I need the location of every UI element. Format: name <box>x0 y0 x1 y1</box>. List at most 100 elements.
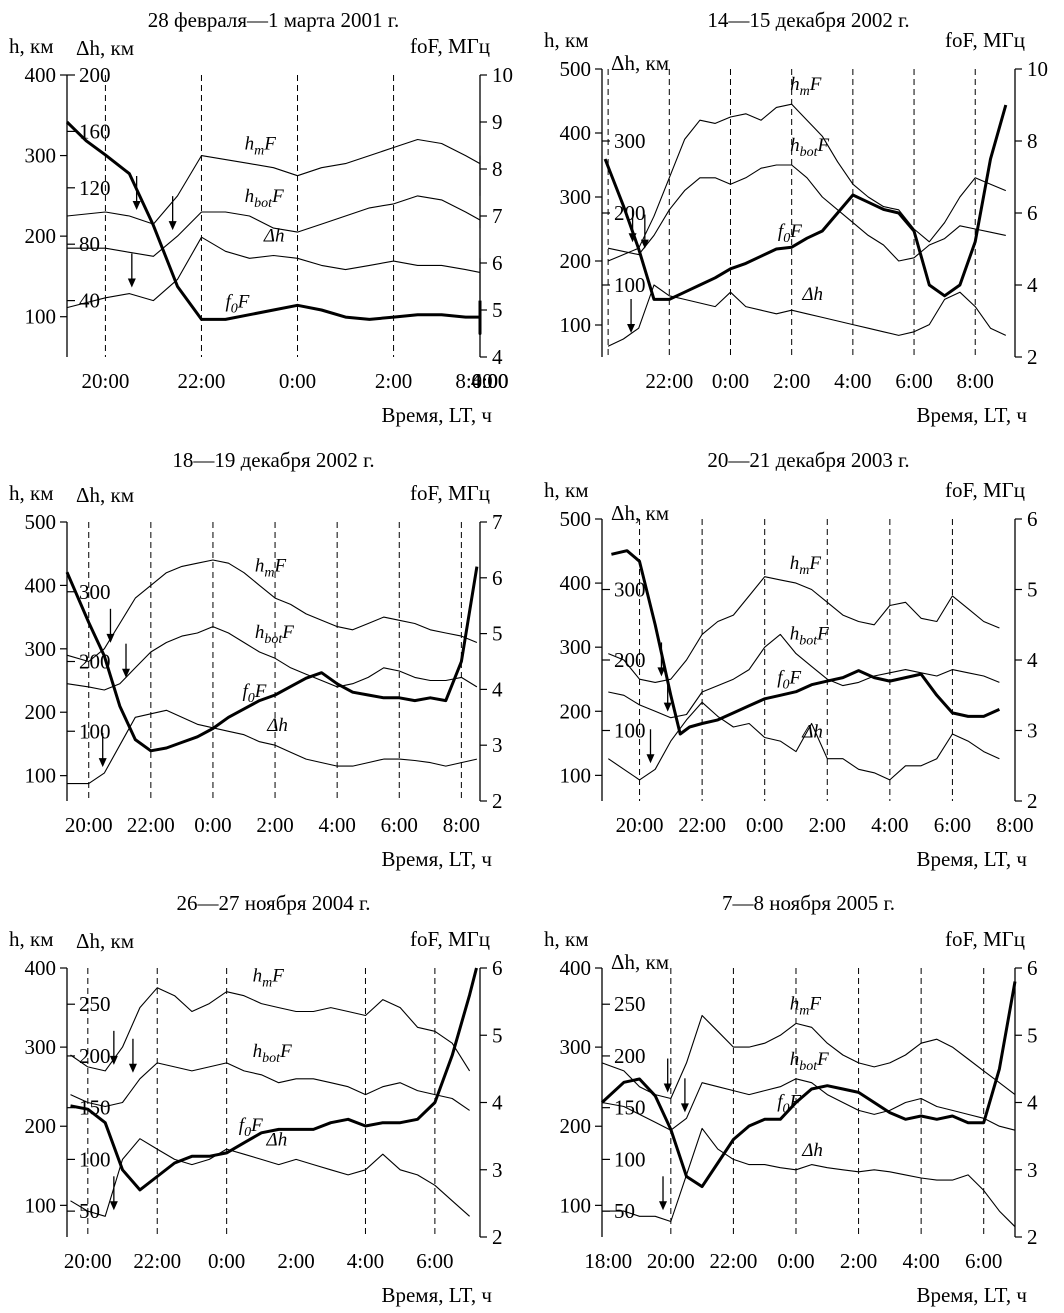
fof-tick-label: 6 <box>1027 201 1038 225</box>
x-tick-label: 4:00 <box>347 1249 384 1273</box>
x-tick-label: 20:00 <box>616 813 664 837</box>
fof-tick-label: 4 <box>1027 273 1038 297</box>
series-line-hbotf <box>601 1078 1016 1131</box>
x-tick-label: 2:00 <box>277 1249 314 1273</box>
h-tick-label: 400 <box>25 956 57 980</box>
fof-tick-label: 6 <box>492 566 503 590</box>
label-f0f: f0F <box>242 681 266 706</box>
event-arrow-head <box>109 1201 118 1211</box>
h-axis-label: h, км <box>9 481 54 505</box>
h-tick-label: 200 <box>560 249 592 273</box>
fof-tick-label: 4 <box>492 677 503 701</box>
fof-axis-label: foF, МГц <box>945 28 1025 52</box>
series-line-f0f <box>65 120 482 335</box>
series-line-hmf <box>608 576 1000 683</box>
label-dh: Δh <box>801 1140 823 1161</box>
chart-panel-5: 26—27 ноября 2004 г. h, км Δh, км foF, МГц 1… <box>9 891 503 1307</box>
label-hbotf: hbotF <box>790 624 829 649</box>
h-tick-label: 300 <box>25 637 57 661</box>
dh-tick-label: 80 <box>79 232 100 256</box>
x-axis-label: Время, LT, ч <box>381 403 492 427</box>
h-tick-label: 200 <box>25 700 57 724</box>
label-f0f: f0F <box>239 1115 263 1140</box>
event-arrow-head <box>640 239 649 249</box>
dh-tick-label: 200 <box>614 1044 646 1068</box>
dh-axis-label: Δh, км <box>76 483 134 507</box>
label-f0f: f0F <box>225 291 249 316</box>
panel-title: 28 февраля—1 марта 2001 г. <box>148 8 399 32</box>
x-tick-label: 6:00 <box>934 813 971 837</box>
fof-tick-label: 7 <box>492 204 503 228</box>
label-hbotf: hbotF <box>255 622 294 647</box>
h-tick-label: 200 <box>560 1114 592 1138</box>
fof-tick-label: 3 <box>492 733 503 757</box>
series-line-hmf <box>66 138 481 225</box>
fof-axis-label: foF, МГц <box>945 478 1025 502</box>
dh-tick-label: 120 <box>79 176 111 200</box>
h-tick-label: 400 <box>560 121 592 145</box>
chart-panel-6: 7—8 ноября 2005 г. h, км Δh, км foF, МГц 100… <box>544 891 1038 1307</box>
fof-tick-label: 7 <box>492 510 503 534</box>
x-tick-label: 22:00 <box>178 369 226 393</box>
event-arrow-head <box>106 633 115 643</box>
h-tick-label: 300 <box>25 144 57 168</box>
dh-tick-label: 300 <box>79 580 111 604</box>
label-hmf: hmF <box>790 993 822 1018</box>
h-tick-label: 500 <box>25 510 57 534</box>
fof-tick-label: 3 <box>1027 719 1038 743</box>
label-hbotf: hbotF <box>245 186 284 211</box>
label-hmf: hmF <box>790 553 822 578</box>
fof-tick-label: 2 <box>1027 345 1038 369</box>
x-axis-label: Время, LT, ч <box>381 1283 492 1307</box>
fof-tick-label: 10 <box>492 63 513 87</box>
fof-axis-label: foF, МГц <box>945 927 1025 951</box>
series-line-hmf <box>70 987 471 1072</box>
chart-panel-2: 14—15 декабря 2002 г. h, км Δh, км foF, МГц… <box>544 8 1048 427</box>
event-arrow-head <box>646 754 655 764</box>
panel-title: 7—8 ноября 2005 г. <box>722 891 895 915</box>
h-tick-label: 100 <box>560 313 592 337</box>
label-dh: Δh <box>266 1129 288 1150</box>
h-tick-label: 100 <box>25 1193 57 1217</box>
h-tick-label: 100 <box>560 1193 592 1217</box>
label-hmf: hmF <box>253 966 285 991</box>
h-tick-label: 300 <box>560 1035 592 1059</box>
dh-tick-label: 300 <box>614 129 646 153</box>
panel-title: 18—19 декабря 2002 г. <box>172 448 374 472</box>
fof-tick-label: 4 <box>492 1091 503 1115</box>
dh-tick-label: 100 <box>614 273 646 297</box>
event-arrow-head <box>168 221 177 231</box>
h-tick-label: 500 <box>560 57 592 81</box>
series-line-hbotf <box>66 626 478 691</box>
h-tick-label: 200 <box>25 1114 57 1138</box>
h-axis-label: h, км <box>9 34 54 58</box>
series-line-f0f <box>65 566 479 753</box>
dh-tick-label: 200 <box>614 648 646 672</box>
event-arrow-head <box>680 1103 689 1113</box>
series-line-dh <box>66 236 481 309</box>
fof-tick-label: 6 <box>1027 956 1038 980</box>
h-tick-label: 500 <box>560 507 592 531</box>
x-tick-label: 20:00 <box>81 369 129 393</box>
fof-tick-label: 5 <box>1027 578 1038 602</box>
dh-tick-label: 100 <box>614 719 646 743</box>
fof-tick-label: 4 <box>492 345 503 369</box>
fof-tick-label: 3 <box>492 1158 503 1182</box>
x-axis-label: Время, LT, ч <box>381 847 492 871</box>
label-dh: Δh <box>266 715 288 736</box>
dh-tick-label: 150 <box>614 1096 646 1120</box>
x-tick-label: 0:00 <box>279 369 316 393</box>
panel-title: 14—15 декабря 2002 г. <box>707 8 909 32</box>
fof-axis-label: foF, МГц <box>410 34 490 58</box>
label-hbotf: hbotF <box>253 1041 292 1066</box>
h-tick-label: 300 <box>25 1035 57 1059</box>
series-line-f0f <box>603 104 1008 301</box>
x-tick-label: 18:00 <box>584 1249 632 1273</box>
h-axis-label: h, км <box>544 927 589 951</box>
series-line-dh <box>67 709 478 785</box>
x-tick-label: 4:00 <box>318 813 355 837</box>
x-tick-label: 2:00 <box>809 813 846 837</box>
panel-title: 20—21 декабря 2003 г. <box>707 448 909 472</box>
fof-tick-label: 5 <box>492 298 503 322</box>
x-tick-label: 20:00 <box>65 813 113 837</box>
